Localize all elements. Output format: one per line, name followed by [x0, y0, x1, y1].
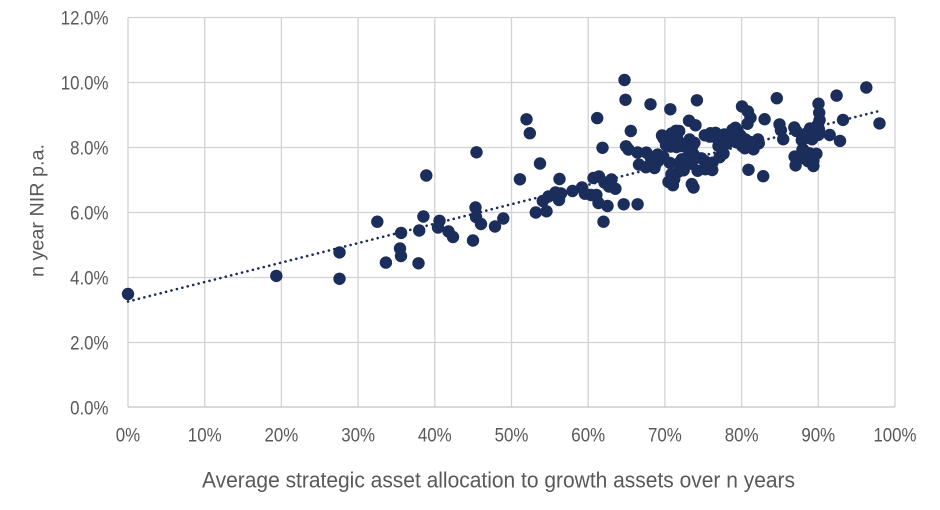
svg-text:70%: 70% [648, 425, 682, 447]
svg-text:12.0%: 12.0% [61, 8, 109, 30]
svg-text:50%: 50% [495, 425, 529, 447]
svg-text:40%: 40% [418, 425, 452, 447]
svg-text:Average strategic asset alloca: Average strategic asset allocation to gr… [202, 467, 795, 492]
svg-text:2.0%: 2.0% [70, 333, 108, 355]
svg-text:0.0%: 0.0% [70, 398, 108, 420]
svg-text:80%: 80% [725, 425, 759, 447]
svg-text:n year NIR p.a.: n year NIR p.a. [27, 144, 49, 277]
svg-text:20%: 20% [265, 425, 299, 447]
svg-text:6.0%: 6.0% [70, 203, 108, 225]
svg-text:30%: 30% [341, 425, 375, 447]
svg-text:100%: 100% [873, 425, 916, 447]
svg-text:10.0%: 10.0% [61, 73, 109, 95]
svg-text:90%: 90% [801, 425, 835, 447]
svg-text:8.0%: 8.0% [70, 138, 108, 160]
svg-text:60%: 60% [571, 425, 605, 447]
svg-text:10%: 10% [188, 425, 222, 447]
svg-text:0%: 0% [116, 425, 140, 447]
svg-text:4.0%: 4.0% [70, 268, 108, 290]
